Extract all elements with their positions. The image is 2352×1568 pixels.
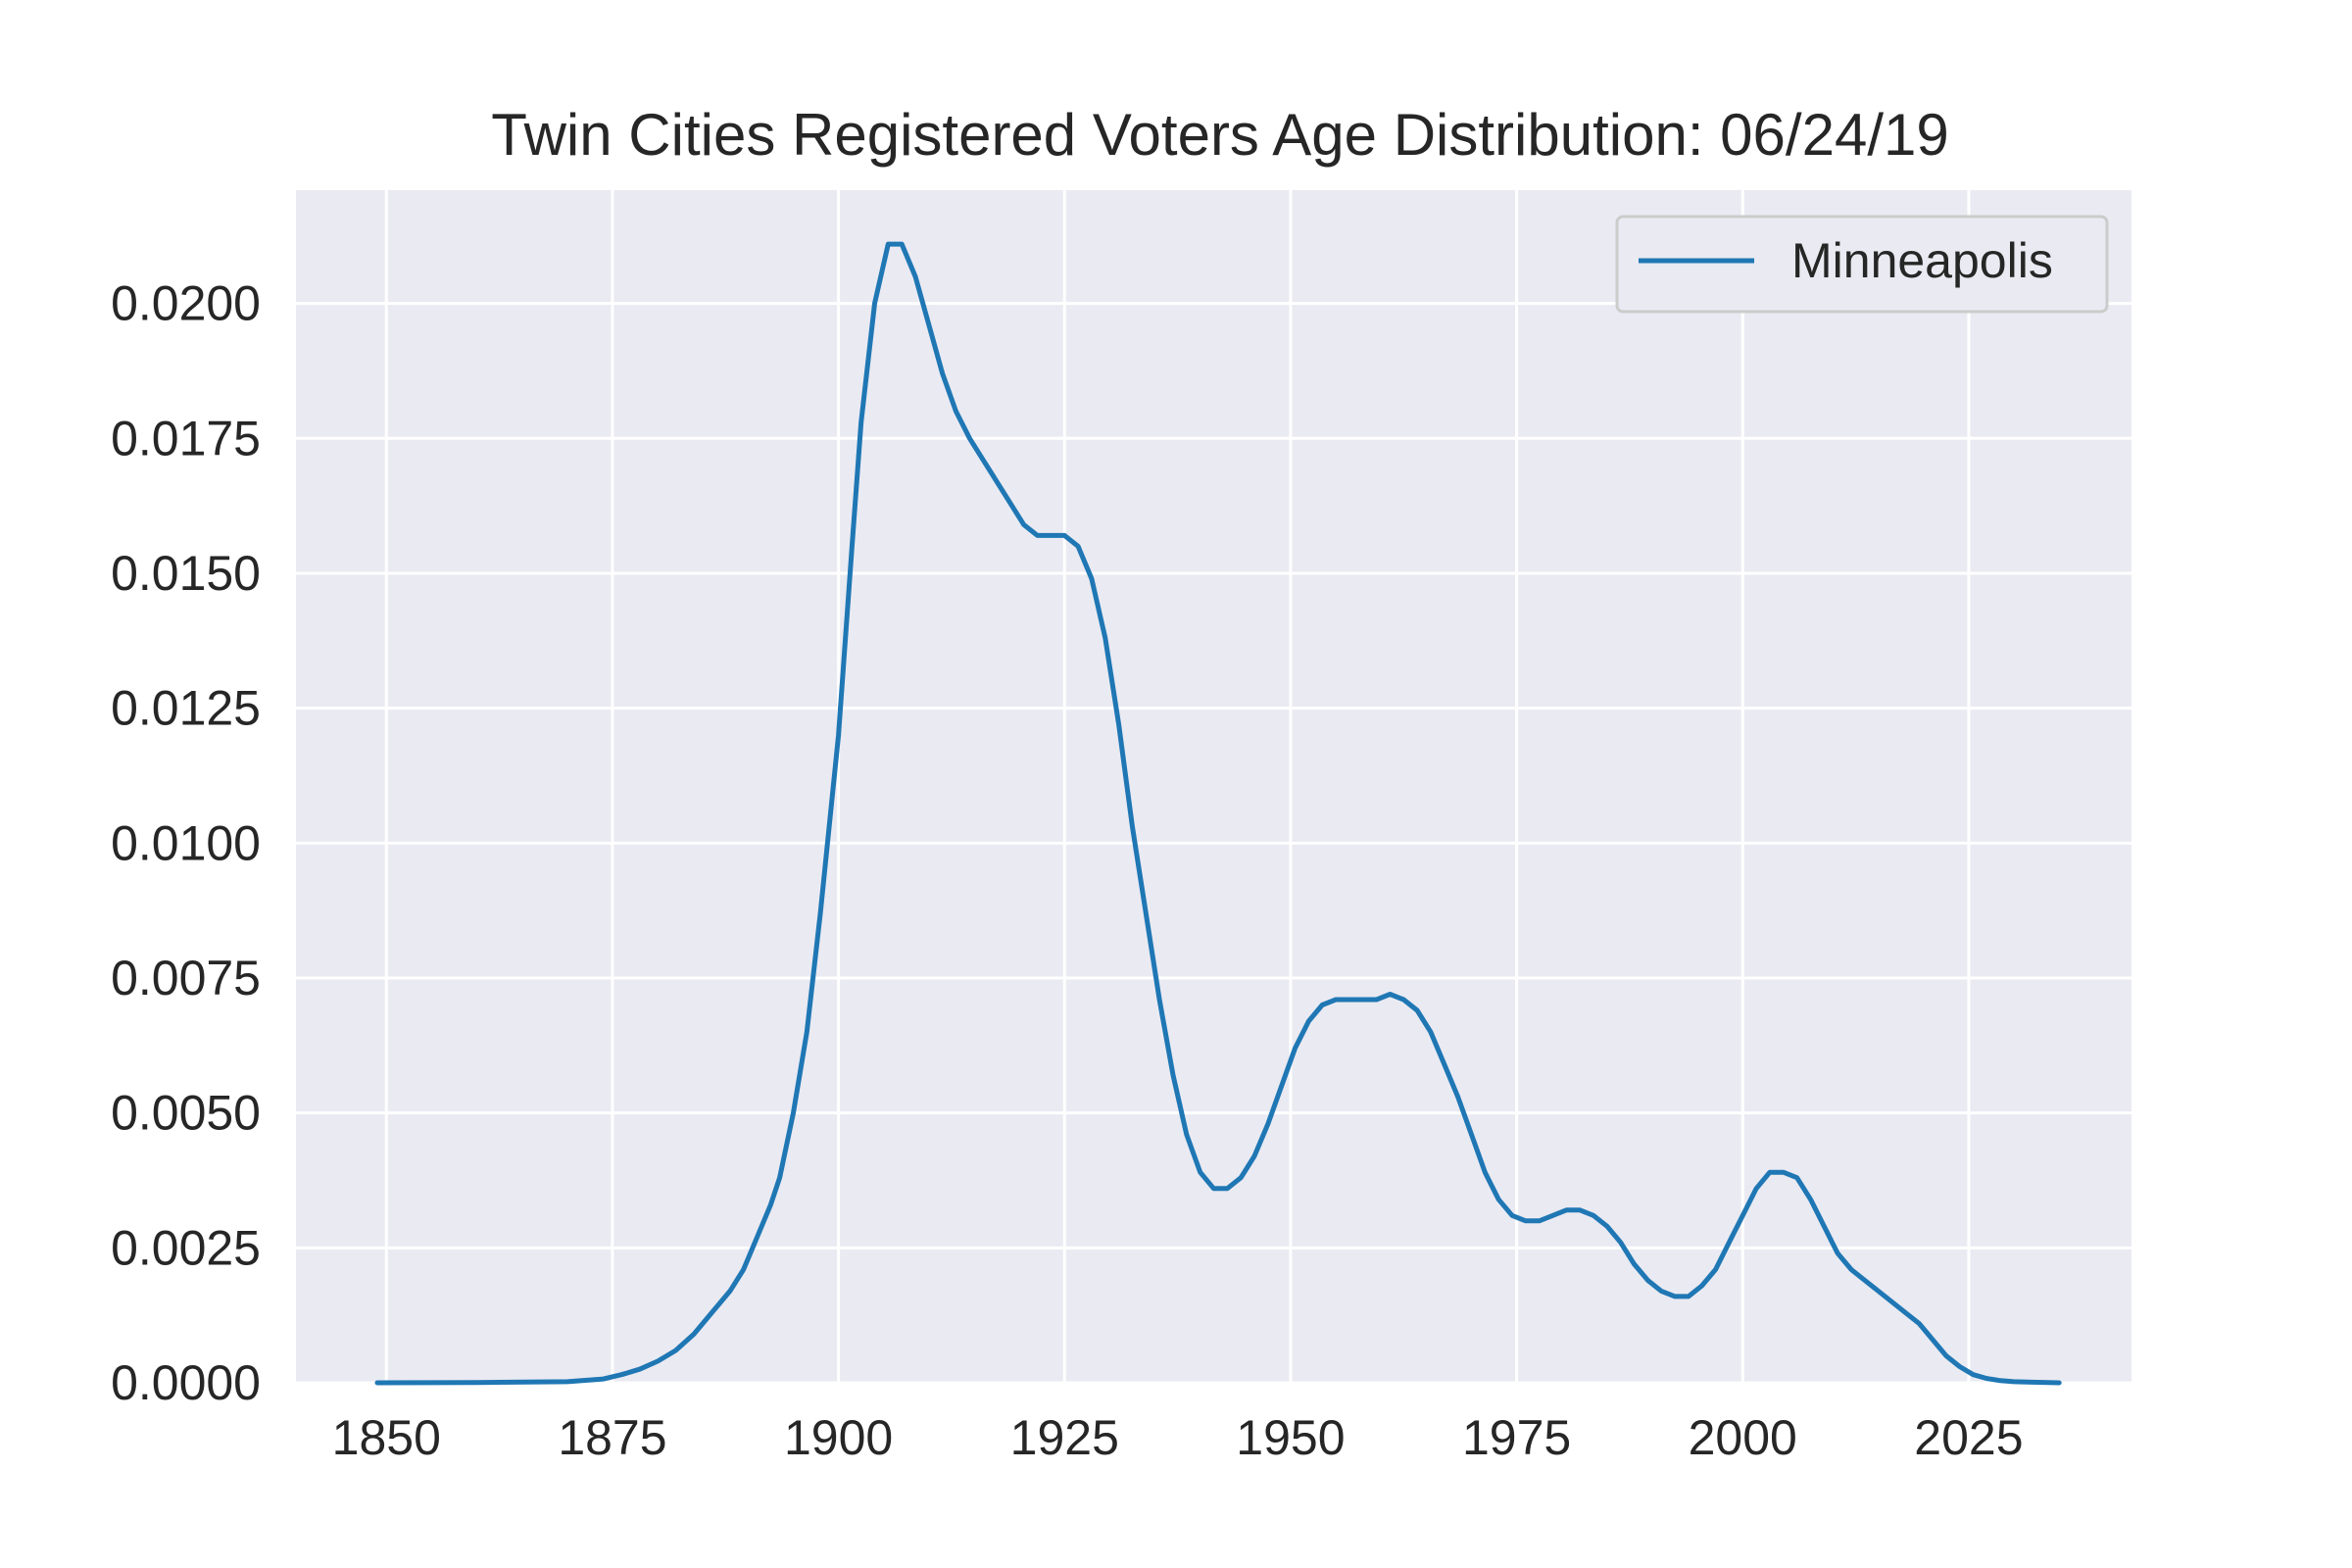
y-axis-tick-labels: 0.0000 0.0025 0.0050 0.0075 0.0100 0.0125 0.01… xyxy=(111,276,261,1410)
legend: Minneapolis xyxy=(1615,215,2109,314)
legend-box xyxy=(1615,215,2109,314)
series-line-minneapolis xyxy=(374,241,2062,1386)
chart-title: Twin Cities Registered Voters Age Distri… xyxy=(491,102,1948,168)
x-tick-label-2025: 2025 xyxy=(1914,1410,2023,1465)
y-tick-label-0.0125: 0.0125 xyxy=(111,681,261,736)
grid-lines xyxy=(296,190,2132,1385)
y-tick-label-0.0200: 0.0200 xyxy=(111,276,261,331)
plot-area xyxy=(296,190,2132,1383)
y-tick-label-0.0175: 0.0175 xyxy=(111,411,261,466)
series-lines xyxy=(374,241,2062,1386)
x-tick-label-1975: 1975 xyxy=(1462,1410,1571,1465)
x-tick-label-1900: 1900 xyxy=(784,1410,893,1465)
y-tick-label-0.0025: 0.0025 xyxy=(111,1220,261,1275)
y-tick-label-0.0150: 0.0150 xyxy=(111,546,261,601)
x-tick-label-1850: 1850 xyxy=(332,1410,441,1465)
y-tick-label-0.0100: 0.0100 xyxy=(111,815,261,870)
y-tick-label-0.0075: 0.0075 xyxy=(111,951,261,1005)
x-tick-label-1875: 1875 xyxy=(558,1410,666,1465)
legend-label-minneapolis: Minneapolis xyxy=(1791,233,2053,288)
y-tick-label-0.0000: 0.0000 xyxy=(111,1355,261,1410)
x-tick-label-2000: 2000 xyxy=(1689,1410,1797,1465)
x-tick-label-1950: 1950 xyxy=(1236,1410,1345,1465)
x-axis-tick-labels: 1850 1875 1900 1925 1950 1975 2000 2025 xyxy=(332,1410,2024,1465)
x-tick-label-1925: 1925 xyxy=(1010,1410,1119,1465)
y-tick-label-0.0050: 0.0050 xyxy=(111,1086,261,1141)
